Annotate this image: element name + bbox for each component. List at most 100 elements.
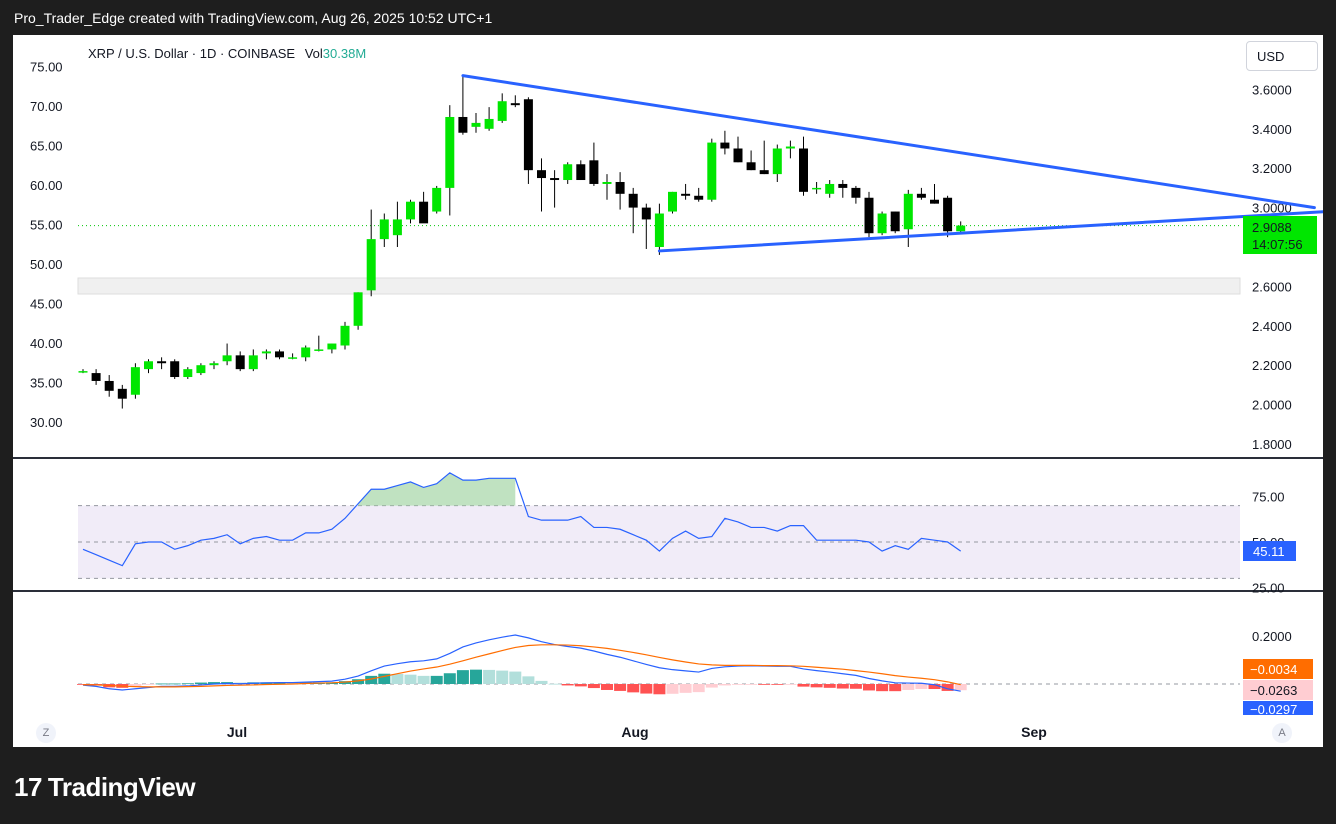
candle-body	[537, 170, 546, 179]
time-axis-tick: Jul	[227, 724, 247, 740]
currency-button[interactable]: USD	[1246, 41, 1318, 71]
candle-body	[340, 325, 350, 346]
macd-signal-line	[82, 644, 961, 688]
candle-body	[419, 201, 429, 224]
timezone-z-button[interactable]: Z	[36, 723, 56, 743]
left-price-axis: 75.00 70.00 65.00 60.00 55.00 50.00 45.00 40.00…	[30, 60, 63, 431]
candle-body	[668, 191, 677, 212]
macd-histogram-bar	[168, 683, 181, 685]
candle-body	[812, 187, 822, 190]
macd-histogram-bar	[496, 670, 509, 684]
candle-body	[864, 197, 874, 234]
macd-histogram-bar	[378, 673, 391, 684]
left-axis-tick: 40.00	[30, 336, 63, 351]
candle-body	[209, 363, 219, 366]
right-axis-tick: 2.6000	[1252, 279, 1292, 294]
candle-body	[288, 357, 298, 359]
macd-pane: 0.2000	[77, 629, 1292, 695]
macd-histogram-bar	[456, 670, 469, 684]
right-axis-tick: 1.8000	[1252, 437, 1292, 452]
candle-body	[838, 183, 848, 188]
candle-body	[170, 361, 180, 378]
candle-body	[707, 142, 717, 200]
chart-container[interactable]: 75.00 70.00 65.00 60.00 55.00 50.00 45.00 40.00…	[13, 35, 1329, 747]
rsi-overbought-fill	[358, 472, 516, 506]
macd-histogram-bar	[417, 675, 430, 684]
candle-body	[746, 162, 756, 171]
right-axis-tick: 2.0000	[1252, 398, 1292, 413]
left-axis-tick: 75.00	[30, 60, 63, 75]
left-axis-tick: 70.00	[30, 99, 63, 114]
candle-body	[130, 367, 140, 395]
symbol-title: XRP / U.S. Dollar · 1D · COINBASE	[88, 46, 296, 61]
candle-body	[785, 146, 795, 149]
candle-body	[825, 183, 835, 194]
macd-histogram-bar	[797, 684, 810, 687]
macd-histogram-bar	[941, 684, 954, 691]
candle-body	[183, 369, 193, 378]
candle-body	[379, 219, 389, 240]
macd-histogram-bar	[365, 675, 378, 684]
candle-body	[615, 181, 625, 194]
auto-scale-button[interactable]: A	[1272, 723, 1292, 743]
macd-histogram-bar	[181, 683, 194, 685]
macd-histogram-bar	[692, 684, 705, 693]
candle-body	[890, 211, 900, 232]
chart-svg[interactable]: 75.00 70.00 65.00 60.00 55.00 50.00 45.00 40.00…	[13, 35, 1329, 747]
candle-body	[235, 355, 245, 370]
candle-body	[916, 193, 926, 198]
macd-histogram-bar	[954, 684, 967, 691]
candles-group	[78, 75, 966, 409]
candle-body	[458, 116, 468, 133]
macd-axis-tick: 0.2000	[1252, 629, 1292, 644]
candle-body	[510, 103, 520, 106]
macd-histogram-bar	[666, 684, 679, 694]
candle-body	[641, 207, 651, 220]
price-badge-countdown: 14:07:56	[1252, 237, 1303, 252]
candle-body	[248, 355, 258, 370]
macd-histogram-bar	[561, 684, 574, 686]
candle-body	[91, 373, 101, 381]
macd-histogram-bar	[679, 684, 692, 693]
macd-histogram-bar	[732, 684, 744, 685]
macd-histogram-bar	[823, 684, 836, 688]
macd-histogram-bar	[653, 684, 666, 695]
macd-histogram-bar	[391, 673, 404, 684]
macd-histogram-bar	[522, 676, 535, 684]
vol-value: 30.38M	[322, 46, 367, 61]
rsi-axis-tick: 75.00	[1252, 490, 1285, 505]
candle-body	[275, 351, 284, 358]
rsi-axis-tick: 25.00	[1252, 581, 1285, 596]
right-axis-tick: 3.2000	[1252, 161, 1292, 176]
rsi-badge: 45.11	[1243, 541, 1296, 561]
attribution-text: Pro_Trader_Edge created with TradingView…	[14, 10, 493, 26]
macd-histogram-bar	[587, 684, 600, 689]
symbol-legend[interactable]: XRP / U.S. Dollar · 1D · COINBASE Vol30.…	[88, 46, 366, 61]
candle-body	[523, 99, 533, 171]
candle-body	[445, 116, 455, 188]
macd-histogram-bar	[836, 684, 849, 689]
macd-histogram-bar	[142, 684, 155, 685]
candle-body	[628, 193, 638, 208]
left-axis-tick: 45.00	[30, 297, 63, 312]
macd-histogram-bar	[155, 683, 168, 685]
tradingview-brand[interactable]: 17 TradingView	[14, 772, 196, 803]
macd-histogram-bar	[404, 674, 417, 684]
macd-histogram-bar	[352, 679, 365, 684]
macd-histogram-bar	[902, 684, 915, 690]
candle-body	[497, 101, 507, 121]
left-axis-tick: 60.00	[30, 178, 63, 193]
price-badge-value: 2.9088	[1252, 220, 1292, 235]
time-axis-tick: Sep	[1021, 724, 1047, 740]
candle-body	[733, 148, 743, 163]
candle-body	[104, 380, 114, 391]
macd-histogram-bar	[889, 684, 902, 692]
right-axis-tick: 3.6000	[1252, 82, 1292, 97]
right-axis-tick: 2.2000	[1252, 358, 1292, 373]
left-axis-tick: 50.00	[30, 257, 63, 272]
macd-histogram-bar	[443, 673, 456, 684]
macd-histogram-bar	[509, 671, 522, 684]
right-axis-tick: 3.0000	[1252, 201, 1292, 216]
candle-body	[772, 148, 782, 175]
macd-histogram-bar	[286, 682, 299, 684]
